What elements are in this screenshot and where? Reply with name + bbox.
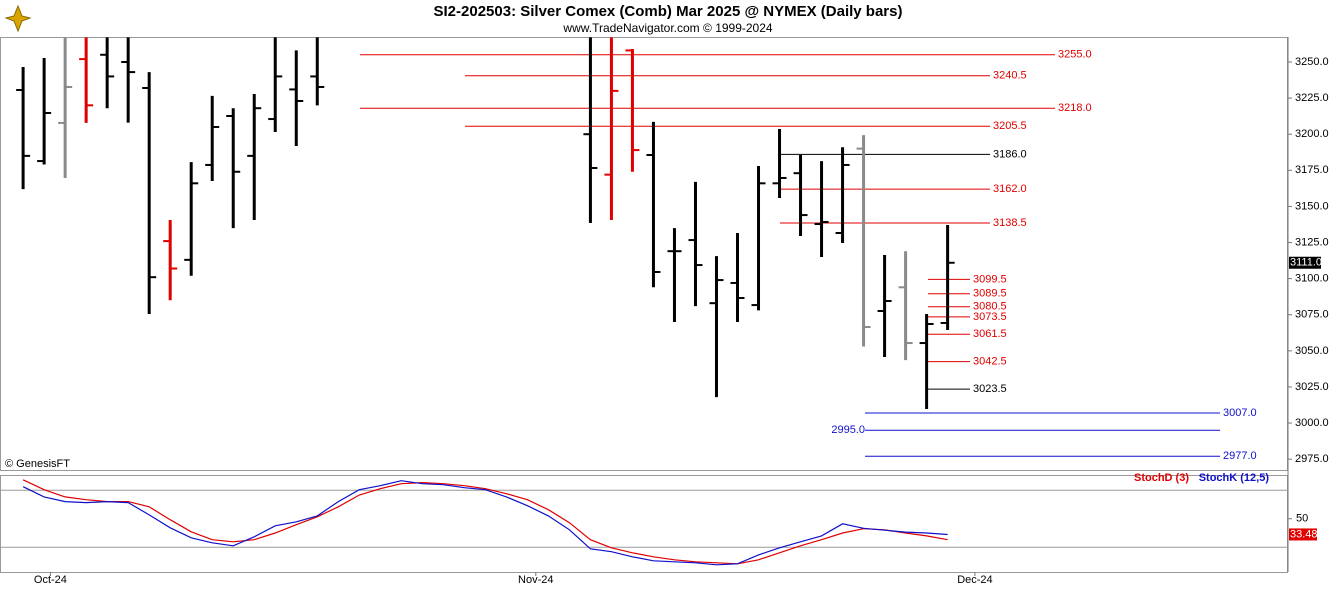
x-tick-label: Nov-24: [518, 574, 553, 586]
level-label: 3061.5: [973, 328, 1007, 340]
last-value-label: 33.48: [1290, 528, 1318, 540]
y-tick-label: 3225.0: [1295, 92, 1329, 104]
last-price-label: 3111.0: [1290, 257, 1322, 269]
level-label: 3042.5: [973, 356, 1007, 368]
y-tick-label: 3175.0: [1295, 164, 1329, 176]
y-tick-label: 3250.0: [1295, 56, 1329, 68]
x-tick-label: Oct-24: [34, 574, 67, 586]
last-price-box: [1289, 256, 1321, 269]
level-label: 3007.0: [1223, 407, 1257, 419]
y-tick-label: 3200.0: [1295, 128, 1329, 140]
chart-title: SI2-202503: Silver Comex (Comb) Mar 2025…: [434, 3, 903, 20]
level-label: 3162.0: [993, 183, 1027, 195]
price-layer: 2975.0 3000.0 3025.0 3050.0 3075.0 3100.0 3125…: [16, 37, 1329, 465]
level-label: 3089.5: [973, 288, 1007, 300]
y-tick-label: 2975.0: [1295, 453, 1329, 465]
y-tick-label: 3000.0: [1295, 417, 1329, 429]
y-tick-label: 3100.0: [1295, 273, 1329, 285]
source-note: © GenesisFT: [5, 458, 70, 470]
legend-label: StochK (12,5): [1199, 472, 1270, 484]
y-tick-label: 3150.0: [1295, 200, 1329, 212]
level-label: 3218.0: [1058, 102, 1092, 114]
y-tick-label: 3025.0: [1295, 381, 1329, 393]
level-label: 3240.5: [993, 70, 1027, 82]
stoch-line: [22, 480, 948, 566]
y-tick-label: 3050.0: [1295, 345, 1329, 357]
y-tick-label: 50: [1296, 513, 1308, 525]
level-label: 2995.0: [831, 424, 865, 436]
last-value-box: [1289, 528, 1317, 541]
chart-subtitle: www.TradeNavigator.com © 1999-2024: [562, 21, 772, 35]
level-label: 3205.5: [993, 120, 1027, 132]
x-tick-label: Dec-24: [957, 574, 992, 586]
y-tick-label: 3075.0: [1295, 309, 1329, 321]
level-label: 2977.0: [1223, 450, 1257, 462]
level-label: 3073.5: [973, 311, 1007, 323]
level-label: 3255.0: [1058, 49, 1092, 61]
stoch-layer: 50 Oct-24 Nov-24 Dec-24 StochD (3) StochK (12…: [0, 472, 1318, 586]
legend-label: StochD (3): [1134, 472, 1189, 484]
level-label: 3138.5: [993, 217, 1027, 229]
level-label: 3080.5: [973, 301, 1007, 313]
level-label: 3023.5: [973, 383, 1007, 395]
level-label: 3186.0: [993, 148, 1027, 160]
y-tick-label: 3125.0: [1295, 236, 1329, 248]
level-label: 3099.5: [973, 273, 1007, 285]
logo: [4, 4, 32, 33]
stoch-line: [22, 479, 948, 565]
